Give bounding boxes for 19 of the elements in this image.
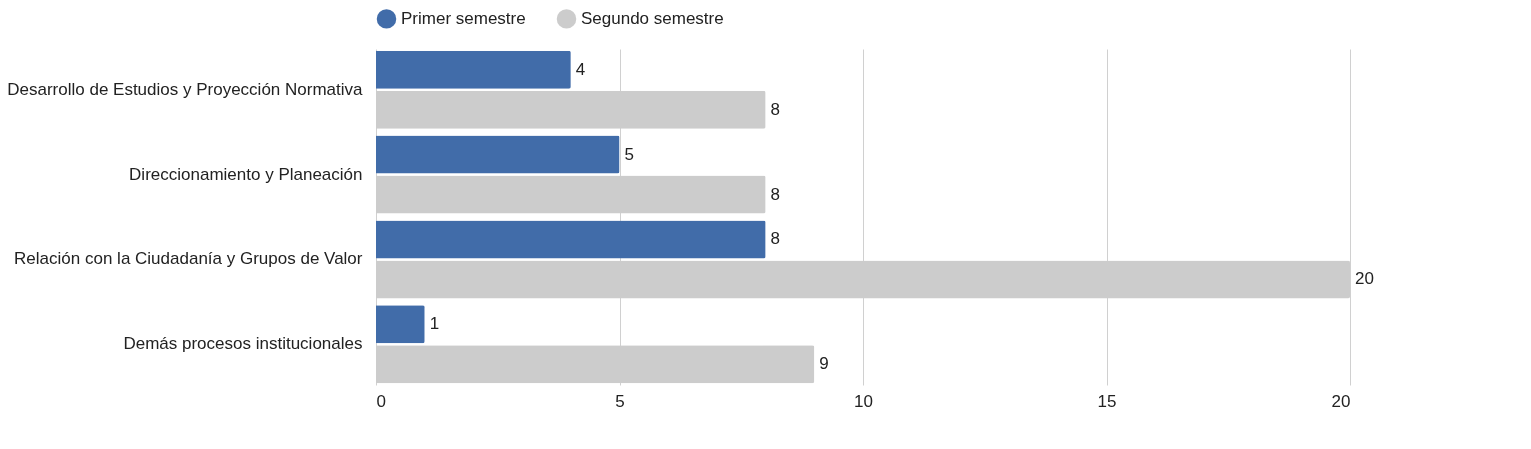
data-label: 8 [770, 184, 781, 204]
legend-label: Primer semestre [401, 8, 526, 28]
data-label: 9 [819, 354, 829, 374]
y-tick-label: Relación con la Ciudadanía y Grupos de Valor [14, 249, 363, 269]
x-tick-label: 15 [1097, 391, 1117, 411]
data-label: 5 [624, 144, 634, 164]
x-tick-label: 5 [615, 391, 625, 411]
data-label: 8 [770, 99, 781, 119]
legend-label: Segundo semestre [581, 8, 724, 28]
x-tick-label: 20 [1331, 391, 1351, 411]
data-label: 20 [1355, 269, 1374, 289]
y-tick-label: Desarrollo de Estudios y Proyección Normativa [7, 79, 364, 99]
data-label: 8 [770, 229, 781, 249]
y-tick-label: Demás procesos institucionales [123, 334, 363, 354]
data-label: 4 [575, 59, 586, 79]
x-tick-label: 0 [376, 391, 386, 411]
x-tick-label: 10 [854, 391, 873, 411]
y-tick-label: Direccionamiento y Planeación [129, 164, 363, 184]
data-label: 1 [429, 314, 440, 334]
